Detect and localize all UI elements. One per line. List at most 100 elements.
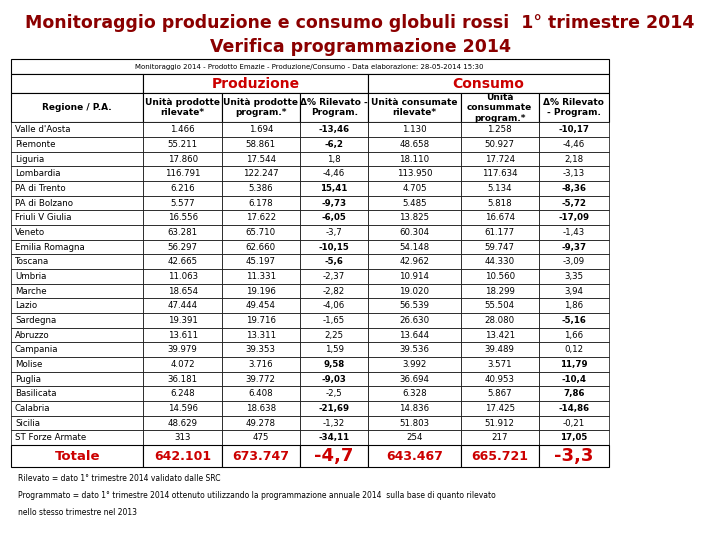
Text: 14.836: 14.836 (400, 404, 430, 413)
Text: 6.178: 6.178 (248, 199, 273, 207)
Bar (222, 357, 300, 372)
Bar (300, 387, 369, 401)
Text: -4,7: -4,7 (315, 447, 354, 465)
Bar (143, 401, 222, 416)
Bar (369, 254, 461, 269)
Bar (143, 313, 222, 328)
Text: 26.630: 26.630 (400, 316, 430, 325)
Text: 5.485: 5.485 (402, 199, 427, 207)
Text: ST Forze Armate: ST Forze Armate (15, 433, 86, 442)
Text: -34,11: -34,11 (318, 433, 350, 442)
Bar (143, 357, 222, 372)
Text: 50.927: 50.927 (485, 140, 515, 149)
Bar (539, 313, 608, 328)
Text: 13.825: 13.825 (400, 213, 430, 222)
Text: 40.953: 40.953 (485, 375, 515, 383)
Text: Basilicata: Basilicata (15, 389, 56, 399)
Bar (143, 299, 222, 313)
Text: -9,03: -9,03 (322, 375, 346, 383)
Bar (222, 416, 300, 430)
Text: -4,06: -4,06 (323, 301, 346, 310)
Text: -17,09: -17,09 (558, 213, 589, 222)
Bar (461, 93, 539, 123)
Text: 16.674: 16.674 (485, 213, 515, 222)
Bar (300, 211, 369, 225)
Bar (539, 387, 608, 401)
Text: 475: 475 (253, 433, 269, 442)
Bar (222, 240, 300, 254)
Bar (300, 254, 369, 269)
Bar (222, 93, 300, 123)
Text: 55.211: 55.211 (168, 140, 198, 149)
Text: -21,69: -21,69 (319, 404, 350, 413)
Text: 18.299: 18.299 (485, 287, 515, 295)
Text: 45.197: 45.197 (246, 257, 276, 266)
Bar (300, 284, 369, 299)
Bar (222, 445, 300, 467)
Bar (222, 372, 300, 387)
Text: 42.962: 42.962 (400, 257, 429, 266)
Text: -9,37: -9,37 (561, 242, 586, 252)
Text: Campania: Campania (15, 345, 58, 354)
Text: -2,5: -2,5 (325, 389, 343, 399)
Bar (143, 211, 222, 225)
Text: 2,18: 2,18 (564, 154, 583, 164)
Bar (143, 445, 222, 467)
Text: 9,58: 9,58 (323, 360, 345, 369)
Bar (11, 152, 143, 166)
Text: 1,66: 1,66 (564, 330, 583, 340)
Text: 39.772: 39.772 (246, 375, 276, 383)
Text: 254: 254 (406, 433, 423, 442)
Bar (369, 196, 461, 211)
Bar (11, 299, 143, 313)
Text: -10,15: -10,15 (319, 242, 349, 252)
Text: 673.747: 673.747 (233, 450, 289, 463)
Bar (300, 445, 369, 467)
Text: 7,86: 7,86 (563, 389, 585, 399)
Text: 48.629: 48.629 (168, 418, 197, 428)
Text: 11,79: 11,79 (560, 360, 588, 369)
Bar (11, 387, 143, 401)
Bar (369, 93, 461, 123)
Text: 17.622: 17.622 (246, 213, 276, 222)
Text: 17.544: 17.544 (246, 154, 276, 164)
Text: 62.660: 62.660 (246, 242, 276, 252)
Bar (11, 284, 143, 299)
Bar (11, 445, 143, 467)
Bar (222, 211, 300, 225)
Bar (143, 196, 222, 211)
Bar (369, 299, 461, 313)
Text: 54.148: 54.148 (400, 242, 430, 252)
Text: 58.861: 58.861 (246, 140, 276, 149)
Text: 4.072: 4.072 (171, 360, 195, 369)
Text: 3.571: 3.571 (487, 360, 512, 369)
Text: 17.860: 17.860 (168, 154, 198, 164)
Text: 13.644: 13.644 (400, 330, 430, 340)
Bar (539, 372, 608, 387)
Bar (11, 225, 143, 240)
Text: 642.101: 642.101 (154, 450, 211, 463)
Bar (461, 225, 539, 240)
Bar (222, 123, 300, 137)
Bar (300, 123, 369, 137)
Bar (300, 152, 369, 166)
Text: Friuli V Giulia: Friuli V Giulia (15, 213, 71, 222)
Bar (539, 299, 608, 313)
Bar (143, 372, 222, 387)
Bar (369, 357, 461, 372)
Text: Regione / P.A.: Regione / P.A. (42, 103, 112, 112)
Text: Toscana: Toscana (15, 257, 49, 266)
Bar (461, 123, 539, 137)
Text: 56.539: 56.539 (400, 301, 429, 310)
Text: 6.248: 6.248 (171, 389, 195, 399)
Text: 17.425: 17.425 (485, 404, 515, 413)
Text: 42.665: 42.665 (168, 257, 198, 266)
Text: 1.130: 1.130 (402, 125, 427, 134)
Text: 5.867: 5.867 (487, 389, 512, 399)
Bar (11, 93, 143, 123)
Bar (222, 342, 300, 357)
Bar (369, 284, 461, 299)
Bar (369, 74, 608, 93)
Bar (143, 269, 222, 284)
Text: 1.466: 1.466 (171, 125, 195, 134)
